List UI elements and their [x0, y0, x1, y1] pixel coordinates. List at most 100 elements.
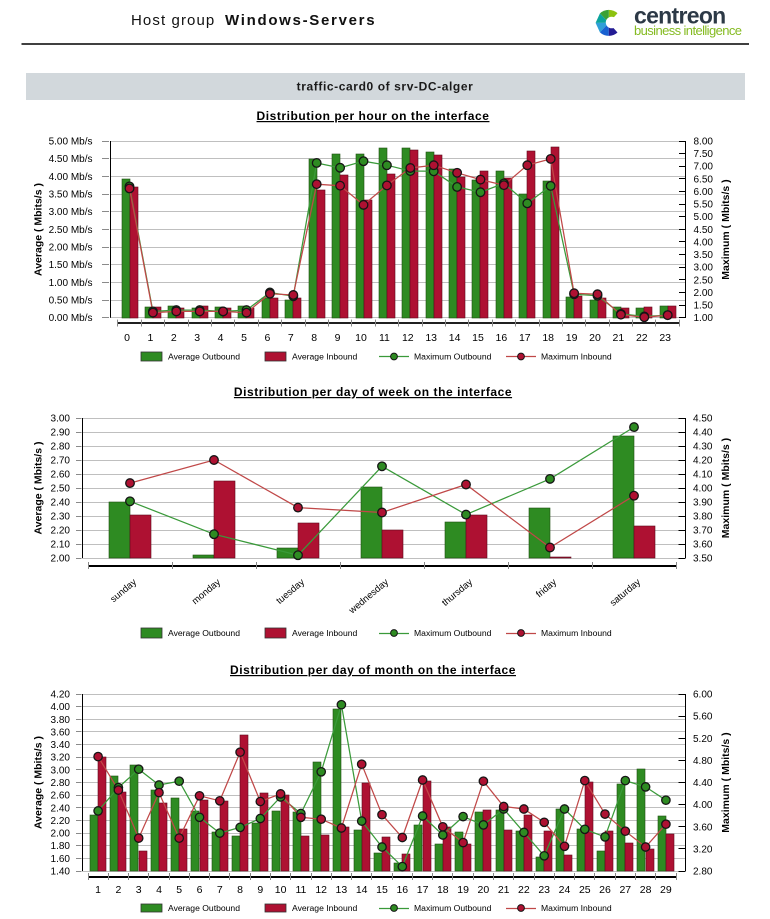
- svg-text:2.70: 2.70: [51, 456, 71, 467]
- svg-text:23: 23: [538, 884, 550, 896]
- svg-text:21: 21: [613, 332, 625, 344]
- svg-text:Distribution per hour on the i: Distribution per hour on the interface: [257, 109, 490, 123]
- svg-text:traffic-card0 of srv-DC-alger: traffic-card0 of srv-DC-alger: [297, 80, 474, 94]
- svg-text:3.80: 3.80: [51, 715, 71, 726]
- svg-text:business intelligence: business intelligence: [634, 23, 742, 38]
- svg-text:5.50: 5.50: [694, 200, 714, 211]
- svg-text:17: 17: [519, 332, 531, 344]
- svg-text:5.60: 5.60: [693, 712, 713, 723]
- svg-text:Windows-Servers: Windows-Servers: [225, 12, 376, 29]
- svg-text:3: 3: [194, 332, 200, 344]
- svg-text:3: 3: [136, 884, 142, 896]
- svg-text:2.40: 2.40: [51, 498, 71, 509]
- svg-text:2: 2: [115, 884, 121, 896]
- svg-text:2.80: 2.80: [51, 778, 71, 789]
- svg-text:3.80: 3.80: [693, 512, 713, 523]
- svg-text:4.20: 4.20: [51, 690, 71, 701]
- svg-text:4.30: 4.30: [693, 442, 713, 453]
- svg-text:13: 13: [336, 884, 348, 896]
- svg-text:2.20: 2.20: [51, 526, 71, 537]
- svg-text:Average ( Mbits/s ): Average ( Mbits/s ): [33, 736, 45, 829]
- svg-text:2.50: 2.50: [694, 275, 714, 286]
- svg-text:4.50: 4.50: [694, 225, 714, 236]
- svg-text:Average Outbound: Average Outbound: [168, 903, 240, 913]
- svg-text:2.40: 2.40: [51, 803, 71, 814]
- svg-text:Maximum Outbound: Maximum Outbound: [414, 352, 492, 362]
- svg-text:4.50 Mb/s: 4.50 Mb/s: [49, 154, 93, 165]
- svg-text:0.00 Mb/s: 0.00 Mb/s: [49, 313, 93, 324]
- svg-text:7.50: 7.50: [694, 149, 714, 160]
- svg-text:2.00: 2.00: [51, 829, 71, 840]
- svg-text:4.00: 4.00: [693, 484, 713, 495]
- svg-text:3.60: 3.60: [693, 822, 713, 833]
- svg-text:13: 13: [425, 332, 437, 344]
- svg-text:9: 9: [335, 332, 341, 344]
- svg-text:26: 26: [599, 884, 611, 896]
- svg-text:18: 18: [437, 884, 449, 896]
- svg-text:8: 8: [311, 332, 317, 344]
- svg-text:5: 5: [176, 884, 182, 896]
- svg-text:4: 4: [218, 332, 224, 344]
- svg-text:15: 15: [472, 332, 484, 344]
- svg-text:9: 9: [257, 884, 263, 896]
- svg-text:saturday: saturday: [608, 577, 643, 609]
- svg-text:10: 10: [355, 332, 367, 344]
- svg-text:17: 17: [417, 884, 429, 896]
- svg-text:2.80: 2.80: [693, 867, 713, 878]
- svg-text:Maximum Inbound: Maximum Inbound: [541, 628, 612, 638]
- svg-text:3.50: 3.50: [693, 554, 713, 565]
- svg-text:Maximum ( Mbits/s ): Maximum ( Mbits/s ): [720, 732, 732, 832]
- svg-text:Maximum Inbound: Maximum Inbound: [541, 352, 612, 362]
- svg-text:1.50 Mb/s: 1.50 Mb/s: [49, 260, 93, 271]
- svg-text:4.50: 4.50: [693, 414, 713, 425]
- svg-text:3.60: 3.60: [51, 727, 71, 738]
- svg-text:3.50: 3.50: [694, 250, 714, 261]
- svg-text:20: 20: [478, 884, 490, 896]
- svg-text:Maximum Outbound: Maximum Outbound: [414, 903, 492, 913]
- svg-text:23: 23: [659, 332, 671, 344]
- svg-text:1: 1: [147, 332, 153, 344]
- svg-text:4: 4: [156, 884, 162, 896]
- svg-text:2.00: 2.00: [694, 288, 714, 299]
- svg-text:2.50: 2.50: [51, 484, 71, 495]
- svg-text:2.30: 2.30: [51, 512, 71, 523]
- svg-text:5.00: 5.00: [694, 212, 714, 223]
- svg-text:11: 11: [379, 332, 390, 344]
- svg-text:2.50 Mb/s: 2.50 Mb/s: [49, 225, 93, 236]
- svg-text:6.00: 6.00: [694, 187, 714, 198]
- svg-text:18: 18: [542, 332, 554, 344]
- svg-text:12: 12: [315, 884, 327, 896]
- svg-text:3.60: 3.60: [693, 540, 713, 551]
- svg-text:Average ( Mbits/s ): Average ( Mbits/s ): [33, 442, 45, 535]
- svg-text:1.50: 1.50: [694, 301, 714, 312]
- svg-text:3.00: 3.00: [694, 263, 714, 274]
- svg-text:1: 1: [95, 884, 101, 896]
- svg-text:14: 14: [356, 884, 368, 896]
- svg-text:20: 20: [589, 332, 601, 344]
- svg-text:Distribution per day of week o: Distribution per day of week on the inte…: [234, 385, 512, 399]
- svg-text:2.20: 2.20: [51, 816, 71, 827]
- svg-text:3.00: 3.00: [51, 414, 71, 425]
- svg-text:Maximum ( Mbits/s ): Maximum ( Mbits/s ): [720, 179, 732, 279]
- svg-text:2: 2: [171, 332, 177, 344]
- svg-text:28: 28: [640, 884, 652, 896]
- svg-text:4.00 Mb/s: 4.00 Mb/s: [49, 172, 93, 183]
- svg-text:thursday: thursday: [440, 577, 475, 609]
- svg-text:19: 19: [457, 884, 469, 896]
- svg-text:6: 6: [197, 884, 203, 896]
- svg-text:2.90: 2.90: [51, 428, 71, 439]
- svg-text:1.00 Mb/s: 1.00 Mb/s: [49, 278, 93, 289]
- svg-text:0.50 Mb/s: 0.50 Mb/s: [49, 296, 93, 307]
- svg-text:0: 0: [124, 332, 130, 344]
- svg-text:7.00: 7.00: [694, 162, 714, 173]
- svg-text:2.80: 2.80: [51, 442, 71, 453]
- svg-text:7: 7: [217, 884, 223, 896]
- svg-text:4.40: 4.40: [693, 778, 713, 789]
- svg-text:5.20: 5.20: [693, 734, 713, 745]
- svg-text:4.10: 4.10: [693, 470, 713, 481]
- svg-text:Host group: Host group: [131, 12, 215, 29]
- svg-text:3.00 Mb/s: 3.00 Mb/s: [49, 207, 93, 218]
- svg-text:4.80: 4.80: [693, 756, 713, 767]
- svg-text:3.40: 3.40: [51, 740, 71, 751]
- svg-text:Maximum ( Mbits/s ): Maximum ( Mbits/s ): [720, 438, 732, 538]
